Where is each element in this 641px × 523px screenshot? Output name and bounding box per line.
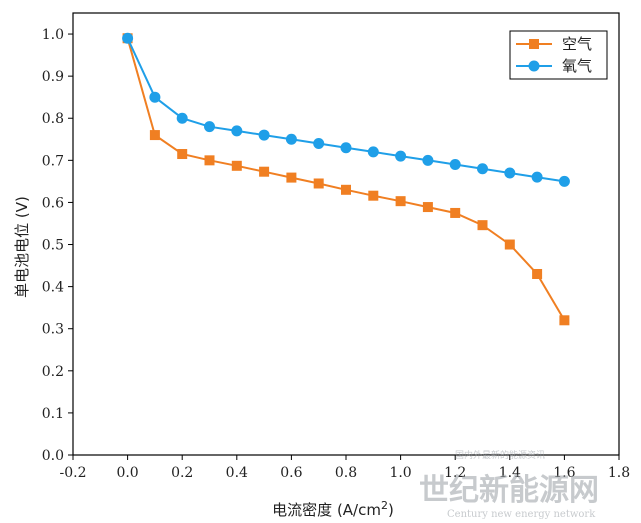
data-point-circle [367, 146, 379, 158]
data-point-circle [204, 121, 215, 133]
x-tick-label: 1.4 [499, 465, 521, 481]
data-point-circle [176, 112, 188, 124]
legend-entry: 氧气 [516, 57, 592, 75]
x-tick-label: 0.2 [171, 465, 193, 481]
y-tick-label: 0.4 [42, 280, 64, 296]
data-point-square [341, 184, 351, 195]
x-tick-label: 1.2 [444, 465, 466, 481]
x-tick-label: 0.4 [226, 465, 248, 481]
data-point-square [532, 268, 543, 279]
legend-label: 空气 [562, 35, 592, 53]
data-point-square [559, 315, 570, 326]
x-tick-label: 1.6 [553, 465, 575, 481]
y-tick-label: 0.3 [42, 322, 64, 338]
watermark-small-text: 国内外最新的能源资讯 [455, 449, 545, 461]
data-point-square [259, 166, 270, 177]
x-tick-label: 0.8 [335, 465, 357, 481]
data-point-circle [340, 142, 352, 154]
legend-label: 氧气 [562, 57, 592, 75]
x-axis-title: 电流密度 (A/cm2) [272, 499, 394, 520]
y-axis-ticks: 0.0 0.1 0.2 0.3 0.4 0.5 0.6 0.7 0.8 0.9 1.0 [42, 27, 73, 464]
data-point-circle [122, 32, 134, 44]
data-point-circle [149, 91, 161, 103]
data-point-square [177, 149, 188, 160]
data-point-square [204, 155, 215, 166]
series-layer [122, 32, 570, 326]
data-point-square [368, 190, 379, 201]
data-point-square [477, 220, 488, 231]
legend-marker-circle [528, 60, 540, 72]
data-point-circle [531, 171, 543, 183]
legend-entry: 空气 [516, 35, 592, 53]
data-point-square [395, 196, 406, 207]
legend-marker-square [529, 39, 539, 49]
y-axis-title: 单电池电位 (V) [13, 196, 31, 298]
data-point-circle [258, 129, 270, 141]
data-point-square [313, 178, 324, 189]
data-point-square [149, 130, 160, 141]
y-tick-label: 0.8 [42, 111, 64, 127]
data-point-square [450, 207, 461, 218]
data-point-circle [504, 167, 516, 179]
data-point-circle [313, 137, 325, 149]
x-tick-label: 1.8 [608, 465, 630, 481]
y-tick-label: 0.5 [42, 238, 64, 254]
y-tick-label: 0.9 [42, 69, 64, 85]
x-tick-label: 0.6 [280, 465, 302, 481]
y-tick-label: 0.2 [42, 364, 64, 380]
data-point-circle [477, 163, 488, 175]
data-point-square [504, 239, 515, 250]
data-point-circle [449, 159, 461, 171]
y-tick-label: 0.1 [42, 406, 64, 422]
watermark-main-text: 世纪新能源网 [419, 473, 599, 508]
data-point-square [286, 172, 297, 183]
x-tick-label: 0.0 [116, 465, 138, 481]
series-circle [122, 32, 570, 187]
x-tick-label: -0.2 [60, 465, 87, 481]
data-point-square [231, 160, 242, 171]
x-tick-label: 1.0 [389, 465, 411, 481]
y-tick-label: 0.7 [42, 153, 64, 169]
data-point-circle [558, 175, 570, 187]
y-tick-label: 0.6 [42, 195, 64, 211]
data-point-circle [422, 154, 434, 166]
data-point-square [422, 202, 433, 213]
data-point-circle [231, 125, 243, 137]
data-point-circle [395, 150, 407, 162]
x-axis-ticks: -0.2 0.0 0.2 0.4 0.6 0.8 1.0 1.2 1.4 1.6 1.8 [60, 455, 630, 481]
y-tick-label: 0.0 [42, 448, 64, 464]
watermark: 国内外最新的能源资讯 世纪新能源网 Century new energy net… [419, 449, 599, 520]
legend-box [509, 30, 608, 80]
watermark-sub-text: Century new energy network [447, 509, 596, 520]
data-point-circle [285, 133, 297, 145]
y-tick-label: 1.0 [42, 27, 64, 43]
